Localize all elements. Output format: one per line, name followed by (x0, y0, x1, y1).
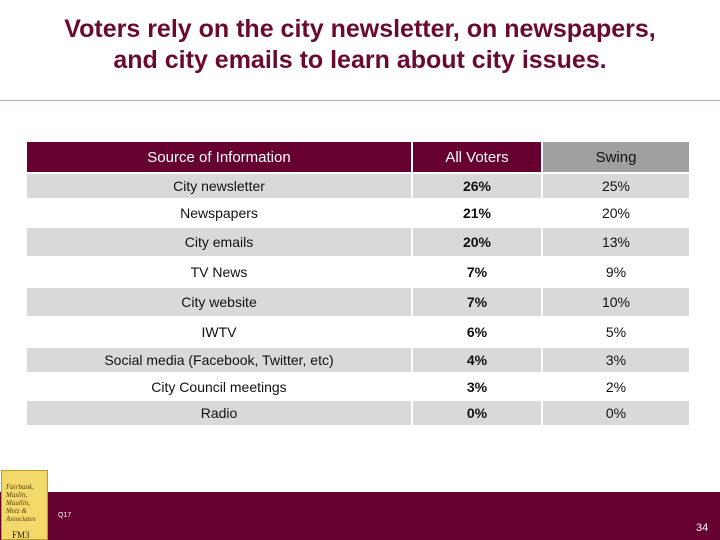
source-cell: Radio (27, 401, 413, 427)
logo-line: Fairbank, (6, 483, 34, 491)
all-voters-cell: 20% (413, 228, 543, 258)
table-row: IWTV 6% 5% (27, 318, 691, 348)
source-cell: City newsletter (27, 174, 413, 200)
table-row: City website 7% 10% (27, 288, 691, 318)
swing-cell: 3% (543, 348, 691, 374)
swing-cell: 9% (543, 258, 691, 288)
table-header-row: Source of Information All Voters Swing (27, 142, 691, 174)
source-cell: Social media (Facebook, Twitter, etc) (27, 348, 413, 374)
swing-cell: 10% (543, 288, 691, 318)
table-row: TV News 7% 9% (27, 258, 691, 288)
information-sources-table: Source of Information All Voters Swing C… (27, 142, 691, 427)
all-voters-cell: 7% (413, 288, 543, 318)
company-logo: Fairbank, Maslin, Maullin, Metz & Associ… (1, 470, 48, 540)
question-reference: Q17 (58, 512, 72, 519)
page-number: 34 (696, 522, 709, 534)
header-all-voters: All Voters (413, 142, 543, 174)
logo-mark: FM3 (12, 530, 30, 540)
table-row: City emails 20% 13% (27, 228, 691, 258)
all-voters-cell: 26% (413, 174, 543, 200)
footer-bar (0, 492, 720, 540)
logo-line: Metz & (6, 507, 27, 515)
logo-line: Maullin, (6, 499, 30, 507)
all-voters-cell: 0% (413, 401, 543, 427)
table-row: Social media (Facebook, Twitter, etc) 4%… (27, 348, 691, 374)
source-cell: Newspapers (27, 200, 413, 228)
header-swing: Swing (543, 142, 691, 174)
header-source: Source of Information (27, 142, 413, 174)
table-row: Newspapers 21% 20% (27, 200, 691, 228)
swing-cell: 2% (543, 374, 691, 401)
all-voters-cell: 21% (413, 200, 543, 228)
slide-title: Voters rely on the city newsletter, on n… (0, 14, 720, 76)
logo-line: Associates (6, 515, 36, 523)
table-row: City newsletter 26% 25% (27, 174, 691, 200)
title-divider (0, 100, 720, 101)
swing-cell: 13% (543, 228, 691, 258)
swing-cell: 20% (543, 200, 691, 228)
all-voters-cell: 6% (413, 318, 543, 348)
source-cell: IWTV (27, 318, 413, 348)
slide-title-line-2: and city emails to learn about city issu… (113, 46, 607, 74)
swing-cell: 0% (543, 401, 691, 427)
slide-title-line-1: Voters rely on the city newsletter, on n… (64, 15, 656, 43)
source-cell: City Council meetings (27, 374, 413, 401)
table-row: Radio 0% 0% (27, 401, 691, 427)
all-voters-cell: 3% (413, 374, 543, 401)
swing-cell: 5% (543, 318, 691, 348)
source-cell: City emails (27, 228, 413, 258)
all-voters-cell: 7% (413, 258, 543, 288)
source-cell: TV News (27, 258, 413, 288)
source-cell: City website (27, 288, 413, 318)
all-voters-cell: 4% (413, 348, 543, 374)
logo-line: Maslin, (6, 491, 28, 499)
table-row: City Council meetings 3% 2% (27, 374, 691, 401)
swing-cell: 25% (543, 174, 691, 200)
